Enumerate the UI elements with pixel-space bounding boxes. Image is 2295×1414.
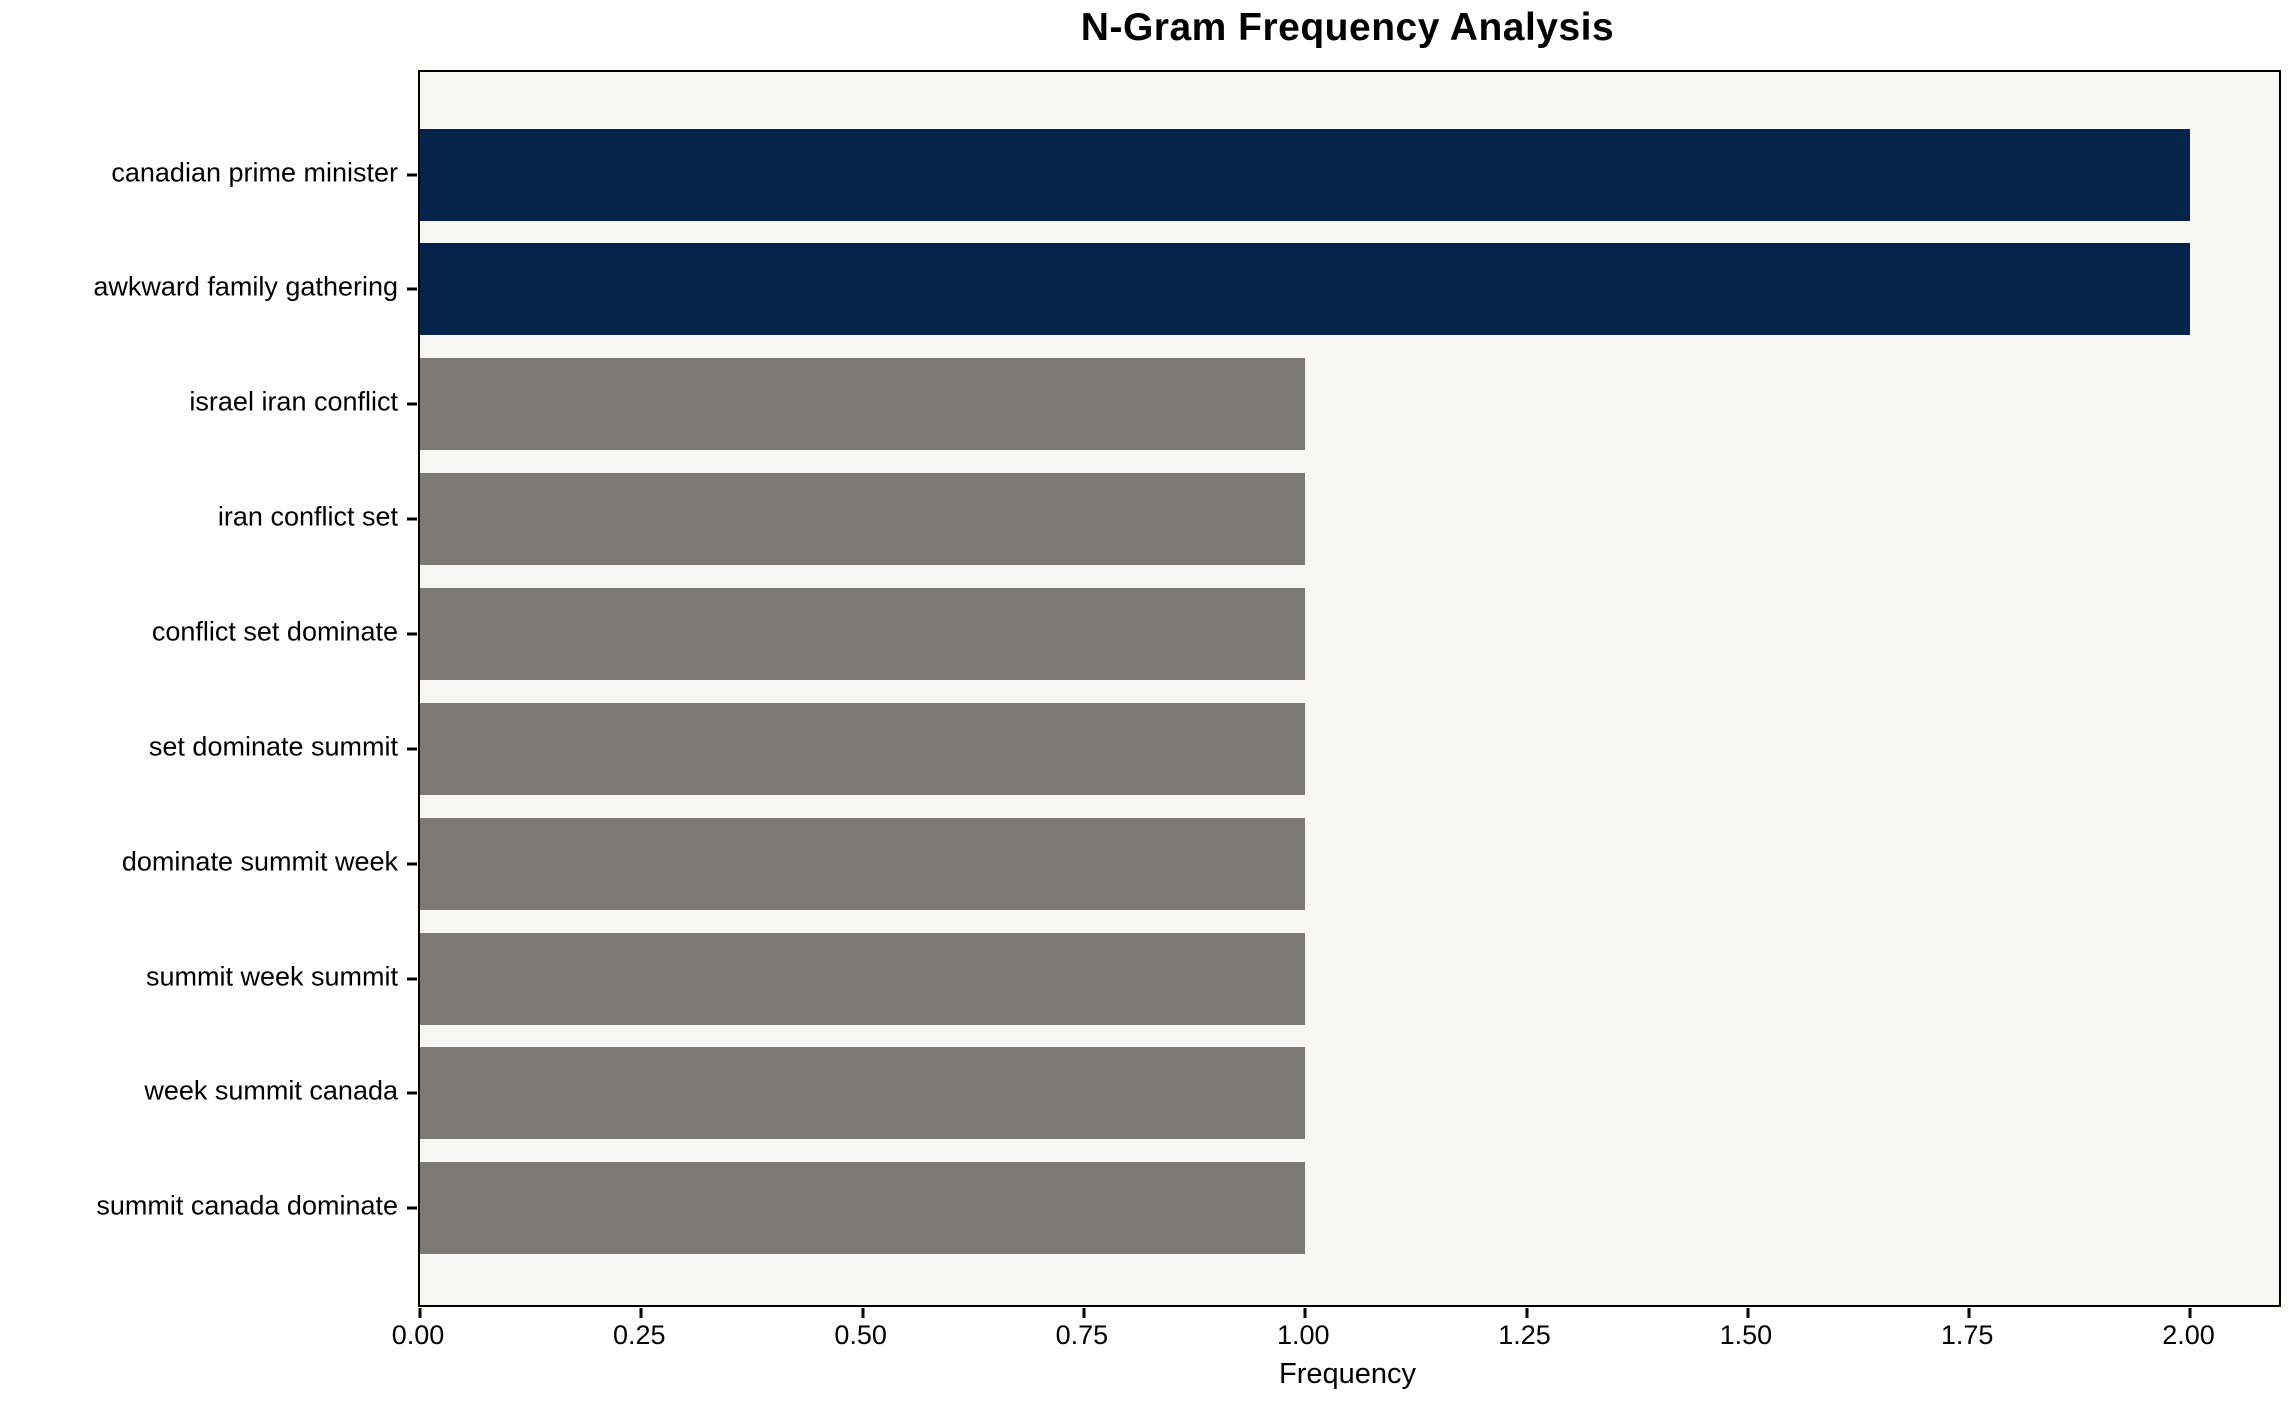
y-axis-category-label: set dominate summit bbox=[148, 731, 398, 762]
y-axis-tick bbox=[407, 862, 417, 866]
y-axis-tick bbox=[407, 173, 417, 176]
x-axis-tick bbox=[2188, 1308, 2192, 1318]
y-axis-tick bbox=[407, 1091, 417, 1095]
x-axis-tick-label: 0.75 bbox=[1055, 1320, 1109, 1350]
x-axis-tick bbox=[1746, 1308, 1750, 1318]
y-axis-category-label: israel iran conflict bbox=[189, 386, 398, 417]
plot-area bbox=[407, 70, 2281, 1318]
x-axis-tick bbox=[1082, 1308, 1086, 1318]
x-axis-label: Frequency bbox=[1278, 1358, 1416, 1390]
bar bbox=[420, 243, 2191, 336]
bar bbox=[420, 702, 1306, 795]
x-axis-tick-label: 1.00 bbox=[1276, 1320, 1330, 1350]
bar bbox=[420, 817, 1306, 910]
x-axis-tick-label: 0.50 bbox=[834, 1320, 887, 1350]
y-axis-tick bbox=[407, 747, 417, 751]
y-axis-category-label: awkward family gathering bbox=[93, 271, 398, 302]
y-axis-category-label: dominate summit week bbox=[121, 846, 398, 877]
y-axis-category-label: summit canada dominate bbox=[96, 1190, 398, 1221]
x-axis-tick-label: 2.00 bbox=[2162, 1320, 2215, 1350]
bar bbox=[420, 473, 1306, 566]
x-axis-tick bbox=[1967, 1308, 1971, 1318]
y-axis-tick bbox=[407, 517, 417, 521]
y-axis-category-label: canadian prime minister bbox=[111, 157, 398, 187]
y-axis-tick bbox=[407, 402, 417, 406]
chart-title: N-Gram Frequency Analysis bbox=[1080, 6, 1615, 49]
y-axis-tick bbox=[407, 632, 417, 636]
x-axis-tick-label: 1.75 bbox=[1940, 1320, 1994, 1350]
y-axis-tick bbox=[407, 1206, 417, 1210]
bar bbox=[420, 358, 1306, 451]
bar bbox=[420, 1162, 1306, 1255]
x-axis-tick bbox=[639, 1308, 643, 1318]
x-axis-tick bbox=[1303, 1308, 1307, 1318]
x-axis-tick-label: 1.25 bbox=[1498, 1320, 1551, 1350]
bar bbox=[420, 587, 1306, 680]
bar bbox=[420, 1047, 1306, 1140]
x-axis-tick-label: 1.50 bbox=[1719, 1320, 1773, 1350]
x-axis-tick-label: 0.00 bbox=[391, 1320, 445, 1350]
x-axis-tick-label: 0.25 bbox=[613, 1320, 666, 1350]
y-axis-category-label: summit week summit bbox=[145, 961, 398, 992]
y-axis-category-label: week summit canada bbox=[144, 1075, 398, 1106]
x-axis-tick bbox=[861, 1308, 865, 1318]
y-axis-category-label: iran conflict set bbox=[217, 501, 398, 532]
y-axis-tick bbox=[407, 287, 417, 291]
y-axis-category-label: conflict set dominate bbox=[151, 616, 398, 647]
y-axis-tick bbox=[407, 977, 417, 981]
x-axis-tick bbox=[418, 1308, 422, 1318]
bar bbox=[420, 128, 2191, 221]
x-axis-tick bbox=[1525, 1308, 1529, 1318]
bar bbox=[420, 932, 1306, 1025]
